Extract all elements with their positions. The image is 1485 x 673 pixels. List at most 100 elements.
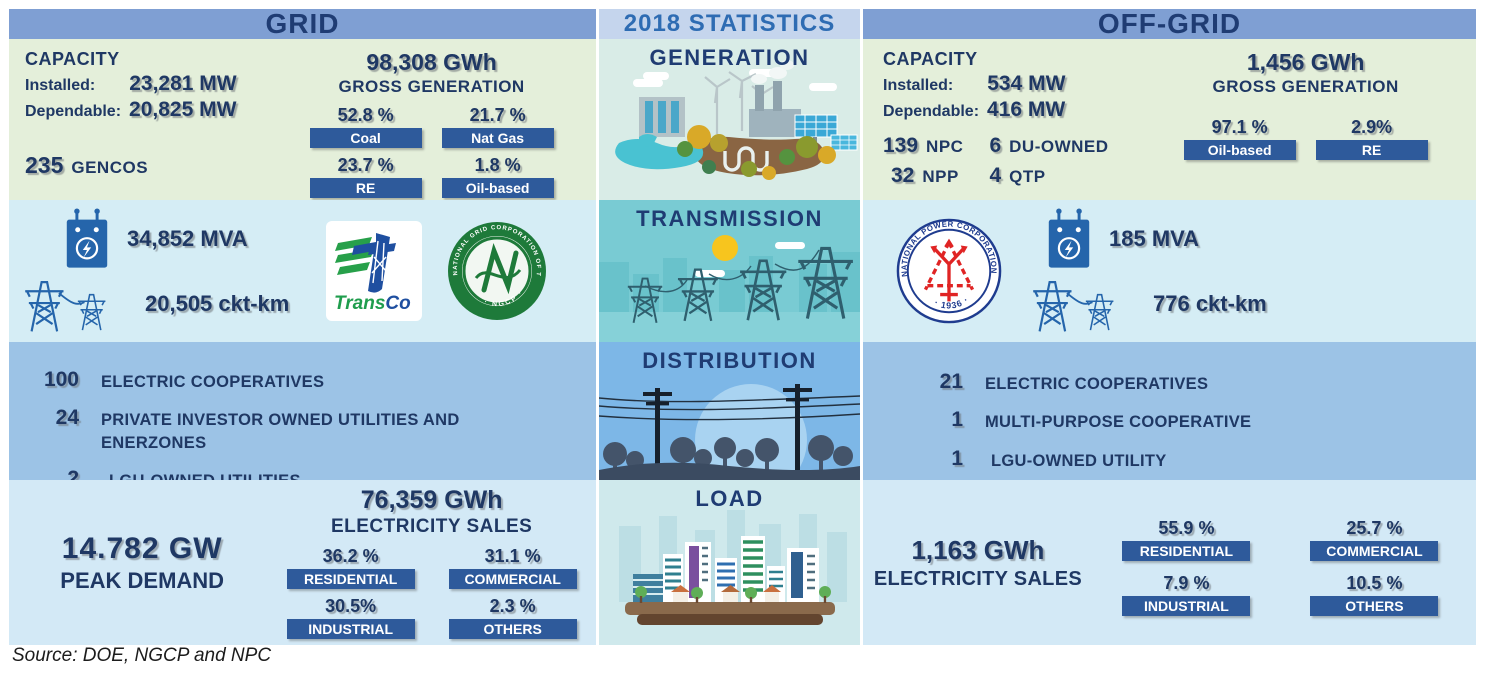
mix-item-commercial: 31.1 % COMMERCIAL: [448, 546, 577, 589]
offgrid-cktkm-value: 776 ckt-km: [1153, 291, 1267, 316]
mix-bar: RESIDENTIAL: [1122, 540, 1251, 561]
offgrid-load-cell: 1,163 GWh ELECTRICITY SALES 55.9 % RESID…: [863, 480, 1476, 645]
distribution-title: DISTRIBUTION: [642, 348, 817, 373]
operator-npc: 139 NPC: [883, 134, 963, 158]
grid-gencos-count: 235: [25, 152, 64, 178]
mix-bar: RE: [1315, 140, 1428, 160]
mix-item-industrial: 30.5% INDUSTRIAL: [286, 596, 415, 639]
mix-item-re: 23.7 % RE: [309, 155, 422, 198]
grid-transmission-stats: 34,852 MVA 20,505 ckt-km: [19, 207, 314, 335]
header-statistics-label: 2018 STATISTICS: [623, 10, 836, 37]
offgrid-gross-label: GROSS GENERATION: [1212, 77, 1399, 96]
grid-mva-value: 34,852 MVA: [127, 226, 248, 251]
ground: [599, 312, 860, 342]
operator-du-owned: 6 DU-OWNED: [989, 134, 1108, 158]
operator-label: NPC: [926, 137, 964, 156]
header-offgrid: OFF-GRID: [863, 8, 1476, 39]
operator-qtp: 4 QTP: [989, 164, 1108, 188]
dist-count: 24: [55, 406, 79, 430]
grid-peak-value: 14.782 GW: [61, 531, 223, 565]
offgrid-dependable-label: Dependable:: [883, 103, 980, 120]
transformer-icon: [65, 207, 109, 270]
pylons: [626, 246, 855, 324]
mix-bar: COMMERCIAL: [1310, 540, 1439, 561]
dist-label: ELECTRIC COOPERATIVES: [985, 375, 1209, 393]
dist-label: LGU-OWNED UTILITY: [991, 451, 1167, 470]
mix-pct: 1.8 %: [474, 155, 521, 175]
grid-sales-value: 76,359 GWh: [360, 486, 503, 514]
offgrid-sales-label: ELECTRICITY SALES: [873, 567, 1082, 590]
offgrid-transmission-cell: NATIONAL POWER CORPORATION · 1936 · 185 …: [863, 200, 1476, 342]
mix-item-residential: 36.2 % RESIDENTIAL: [286, 546, 415, 589]
utility-poles: [643, 384, 812, 476]
operator-count: 6: [989, 134, 1002, 157]
clouds: [633, 69, 837, 91]
mix-pct: 10.5 %: [1346, 572, 1403, 593]
grid-generation-cell: CAPACITY Installed: 23,281 MW Dependable…: [9, 39, 596, 200]
operator-count: 4: [989, 164, 1002, 187]
mix-item-oil: 1.8 % Oil-based: [441, 155, 554, 198]
grid-distribution-cell: 100 ELECTRIC COOPERATIVES 24 PRIVATE INV…: [9, 342, 596, 480]
mix-item-industrial: 7.9 % INDUSTRIAL: [1122, 572, 1251, 616]
dist-label: LGU-OWNED UTILITIES: [109, 467, 301, 480]
offgrid-load-mix-block: 55.9 % RESIDENTIAL 25.7 % COMMERCIAL 7.9…: [1093, 510, 1468, 616]
grid-cktkm-value: 20,505 ckt-km: [145, 291, 290, 316]
header-grid: GRID: [9, 8, 596, 39]
offgrid-load-mix: 55.9 % RESIDENTIAL 25.7 % COMMERCIAL 7.9…: [1093, 518, 1468, 616]
tree-silhouettes: [603, 435, 853, 474]
dist-count: 1: [951, 446, 963, 470]
sun: [712, 235, 738, 261]
load-illustration-cell: LOAD: [599, 480, 860, 645]
offgrid-gross-generation-block: 1,456 GWh GROSS GENERATION 97.1 % Oil-ba…: [1149, 49, 1462, 194]
grid-gencos-label: GENCOS: [71, 158, 149, 177]
mix-pct: 52.8 %: [337, 105, 394, 125]
mix-bar: OTHERS: [448, 619, 577, 639]
transmission-illustration: [599, 200, 860, 342]
offgrid-generation-mix: 97.1 % Oil-based 2.9% RE: [1149, 117, 1462, 160]
grid-sales-block: 76,359 GWh ELECTRICITY SALES 36.2 % RESI…: [275, 486, 588, 639]
grid-installed-value: 23,281 MW: [129, 72, 237, 95]
mix-bar: OTHERS: [1310, 595, 1439, 616]
generation-title: GENERATION: [649, 45, 810, 70]
grid-capacity-block: CAPACITY Installed: 23,281 MW Dependable…: [25, 49, 281, 194]
offgrid-capacity-title: CAPACITY: [883, 49, 978, 69]
offgrid-gross-value: 1,456 GWh: [1246, 49, 1365, 75]
grid-load-mix: 36.2 % RESIDENTIAL 31.1 % COMMERCIAL 30.…: [275, 546, 588, 639]
mix-bar: Coal: [309, 128, 422, 148]
grid-dependable-label: Dependable:: [25, 103, 122, 120]
mix-bar: Oil-based: [441, 178, 554, 198]
distribution-illustration: [599, 342, 860, 480]
mix-pct: 2.9%: [1351, 117, 1393, 137]
grid-capacity-title: CAPACITY: [25, 49, 120, 69]
offgrid-transmission-stats: 185 MVA 776 ckt-km: [1032, 207, 1267, 335]
mix-item-oil: 97.1 % Oil-based: [1183, 117, 1296, 160]
header-statistics: 2018 STATISTICS: [599, 9, 860, 39]
offgrid-generation-cell: CAPACITY Installed: 534 MW Dependable: 4…: [863, 39, 1476, 200]
dist-item-ec: 21 ELECTRIC COOPERATIVES: [923, 370, 1466, 395]
dist-item-piou: 24 PRIVATE INVESTOR OWNED UTILITIES AND …: [27, 406, 586, 454]
solar-panels: [794, 114, 858, 151]
operator-label: QTP: [1009, 167, 1046, 186]
offgrid-dependable-value: 416 MW: [987, 98, 1066, 121]
mix-pct: 7.9 %: [1163, 572, 1210, 593]
operator-npp: 32 NPP: [891, 164, 963, 188]
header-offgrid-label: OFF-GRID: [1097, 8, 1242, 39]
grid-installed-label: Installed:: [25, 77, 96, 94]
dist-item-ec: 100 ELECTRIC COOPERATIVES: [27, 368, 586, 393]
header-grid-label: GRID: [265, 8, 340, 39]
dist-count: 100: [43, 368, 79, 391]
mix-pct: 36.2 %: [322, 546, 379, 566]
mix-pct: 30.5%: [325, 596, 377, 616]
trees: [677, 125, 836, 180]
mix-bar: RE: [309, 178, 422, 198]
dist-item-mpc: 1 MULTI-PURPOSE COOPERATIVE: [923, 408, 1466, 433]
offgrid-distribution-cell: 21 ELECTRIC COOPERATIVES 1 MULTI-PURPOSE…: [863, 342, 1476, 480]
mix-bar: INDUSTRIAL: [1122, 595, 1251, 616]
mix-pct: 2.3 %: [489, 596, 536, 616]
npc-logo: NATIONAL POWER CORPORATION · 1936 ·: [896, 218, 1002, 324]
grid-transmission-logos: TransCo NATIONAL GRID CORPORATION OF THE…: [325, 220, 548, 322]
dist-count: 2: [67, 466, 79, 480]
platform-base: [637, 614, 823, 625]
operator-count: 139: [883, 134, 919, 157]
